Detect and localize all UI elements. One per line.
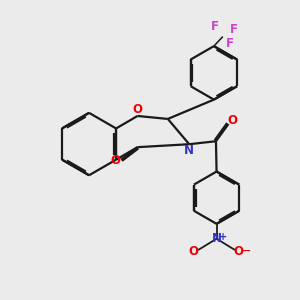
Text: F: F <box>226 37 234 50</box>
Text: +: + <box>219 232 227 242</box>
Text: O: O <box>234 245 244 258</box>
Text: F: F <box>211 20 218 33</box>
Text: N: N <box>212 232 222 245</box>
Text: O: O <box>133 103 142 116</box>
Text: O: O <box>111 154 121 167</box>
Text: N: N <box>184 144 194 157</box>
Text: F: F <box>230 23 238 36</box>
Text: −: − <box>241 245 251 258</box>
Text: O: O <box>227 114 237 127</box>
Text: O: O <box>189 245 199 258</box>
